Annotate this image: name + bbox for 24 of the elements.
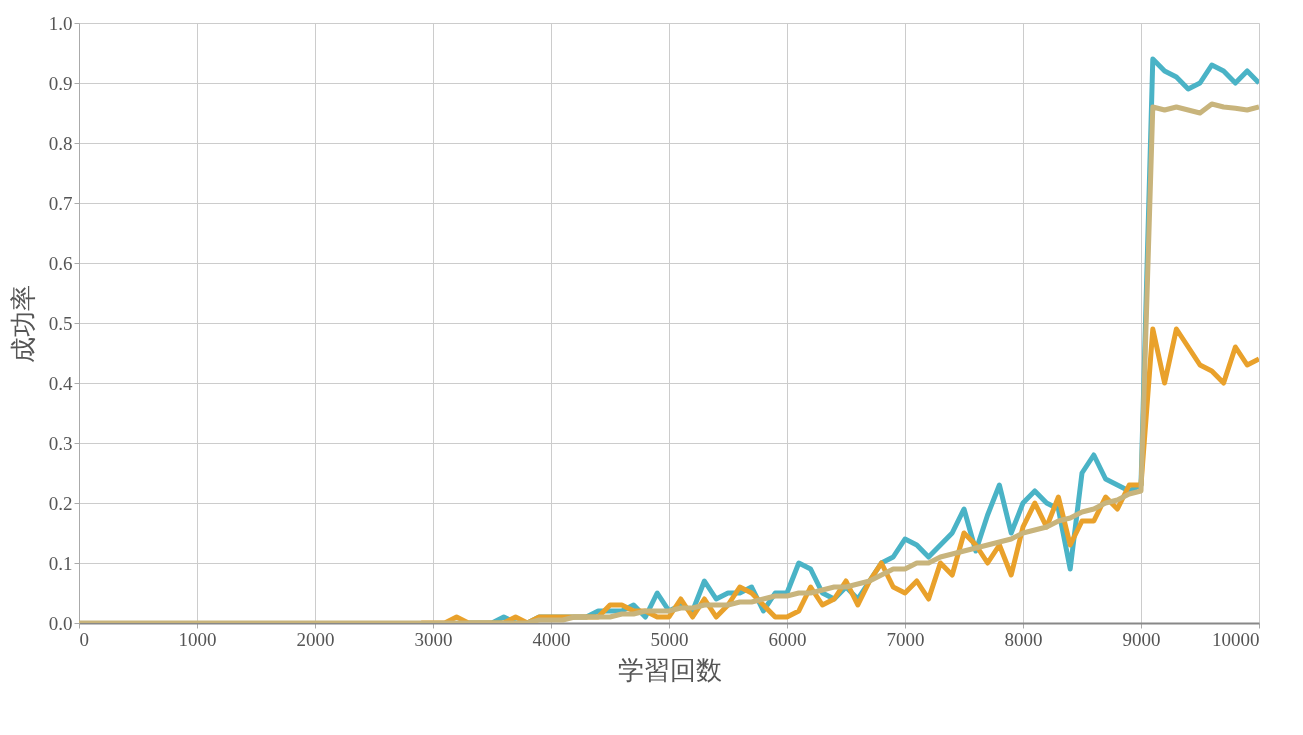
x-tick-label: 5000 xyxy=(650,628,689,650)
x-tick-label: 0 xyxy=(79,628,89,650)
y-tick-label: 0.6 xyxy=(48,252,73,274)
y-tick-label: 0.5 xyxy=(48,312,73,334)
x-tick-label: 10000 xyxy=(1212,628,1260,650)
y-tick-label: 0.2 xyxy=(48,492,73,514)
x-tick-label: 2000 xyxy=(296,628,335,650)
x-tick-label: 8000 xyxy=(1004,628,1043,650)
x-tick-label: 4000 xyxy=(532,628,571,650)
x-tick-label: 7000 xyxy=(886,628,925,650)
x-tick-label: 6000 xyxy=(768,628,807,650)
y-tick-label: 0.8 xyxy=(48,132,73,154)
x-tick-label: 3000 xyxy=(414,628,453,650)
y-tick-label: 0.4 xyxy=(48,372,73,394)
y-axis-title: 成功率 xyxy=(7,284,38,363)
y-tick-label: 0.0 xyxy=(48,612,73,634)
y-tick-label: 1.0 xyxy=(48,12,73,34)
y-tick-label: 0.9 xyxy=(48,72,73,94)
x-axis-title: 学習回数 xyxy=(617,654,722,685)
y-tick-label: 0.7 xyxy=(48,192,73,214)
x-tick-label: 9000 xyxy=(1122,628,1161,650)
y-tick-label: 0.3 xyxy=(48,432,73,454)
x-tick-label: 1000 xyxy=(178,628,217,650)
y-tick-label: 0.1 xyxy=(48,552,73,574)
